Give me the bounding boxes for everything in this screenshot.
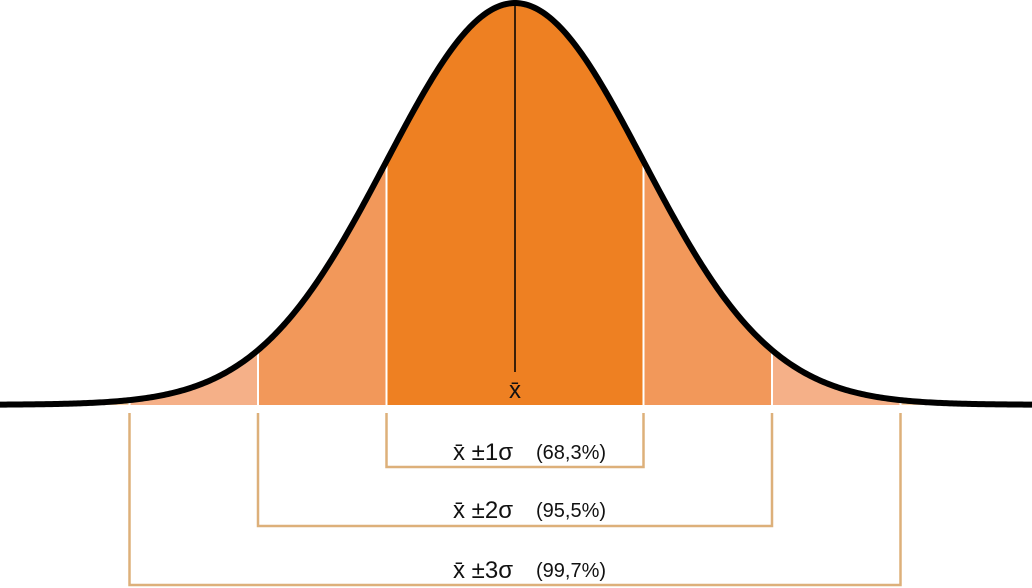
interval-3-label: x̄ ±3σ — [453, 557, 513, 584]
interval-labels: x̄ ±1σ (68,3%) x̄ ±2σ (95,5%) x̄ ±3σ (99… — [453, 439, 606, 584]
sigma-bands — [0, 3, 1032, 405]
interval-3-percent: (99,7%) — [536, 560, 606, 582]
interval-2-bracket — [256, 413, 774, 528]
interval-2-label: x̄ ±2σ — [453, 497, 513, 524]
band-3-right — [772, 350, 901, 405]
interval-1-percent: (68,3%) — [536, 442, 606, 464]
interval-2-percent: (95,5%) — [536, 500, 606, 522]
mean-label: x̄ — [509, 377, 521, 404]
interval-1-label: x̄ ±1σ — [453, 439, 513, 466]
interval-brackets — [128, 413, 902, 587]
interval-1-bracket — [385, 413, 645, 469]
interval-3-bracket — [128, 413, 902, 587]
bell-curve — [0, 0, 1032, 408]
band-3-left — [129, 350, 258, 405]
